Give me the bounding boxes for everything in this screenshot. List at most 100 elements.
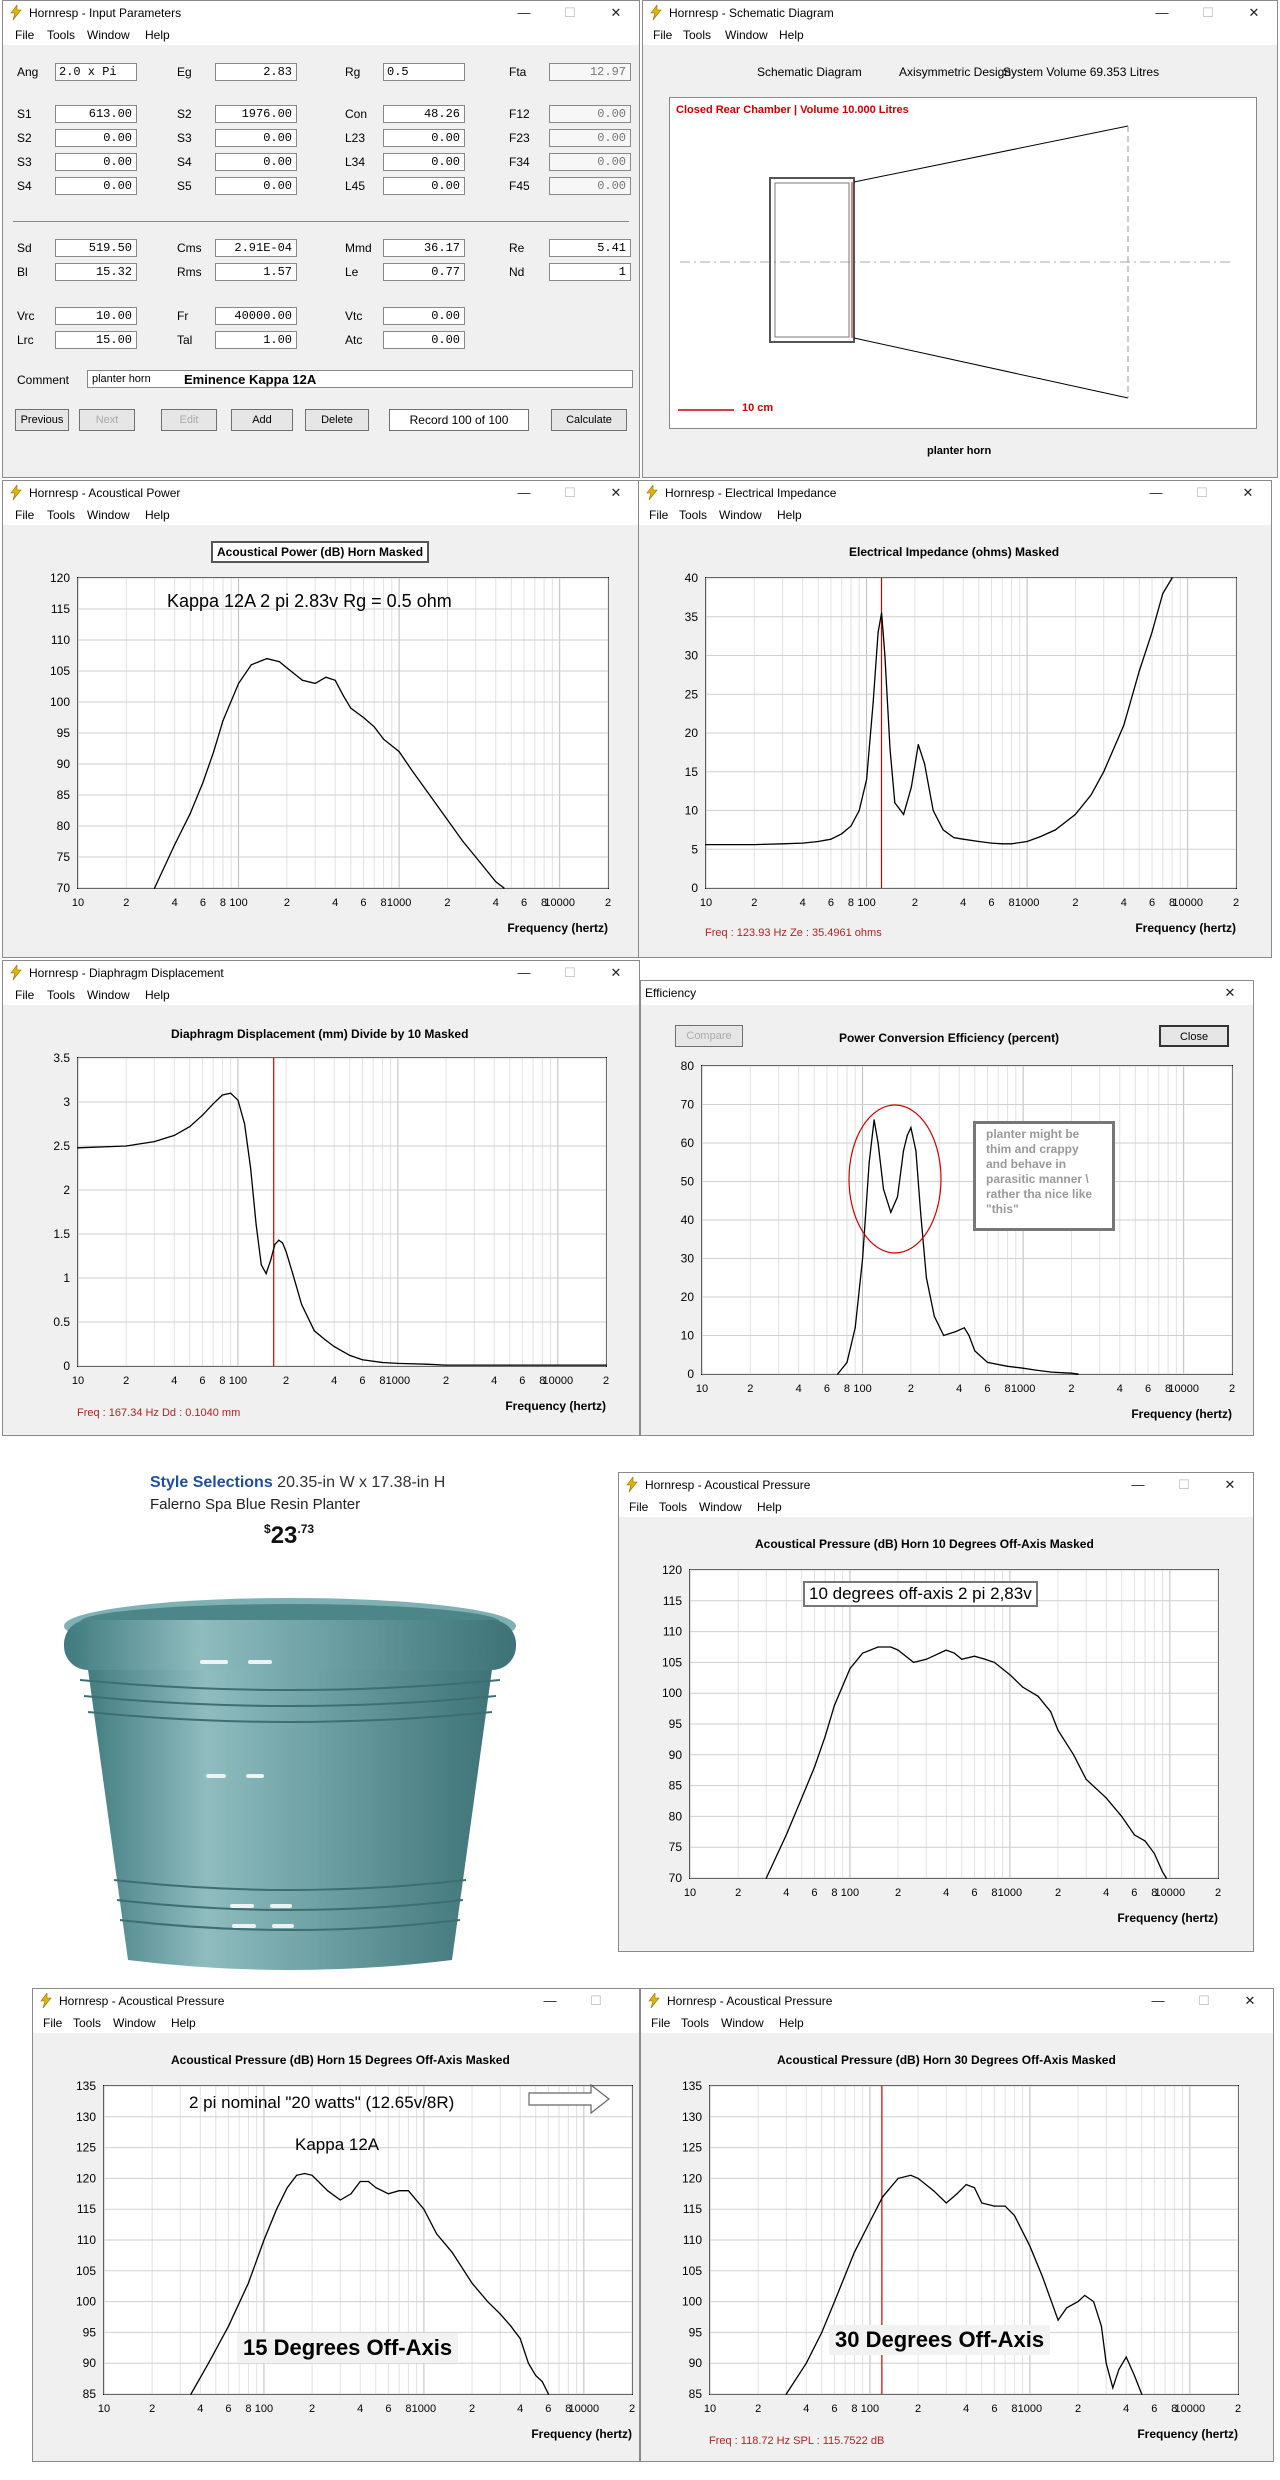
menu-help[interactable]: Help [171,2016,196,2030]
peak-highlight-ellipse [848,1104,942,1254]
menu-help[interactable]: Help [145,508,170,522]
menu-tools[interactable]: Tools [679,508,708,522]
param-field-l34[interactable]: 0.00 [383,153,465,171]
param-field-le[interactable]: 0.77 [383,263,465,281]
param-field-f34[interactable]: 0.00 [549,153,631,171]
menu-window[interactable]: Window [87,988,130,1002]
param-field-s2[interactable]: 0.00 [55,129,137,147]
minimize-icon[interactable]: — [517,5,531,20]
menu-window[interactable]: Window [725,28,768,42]
calculate-button[interactable]: Calculate [551,409,627,431]
title-bar[interactable]: Hornresp - Schematic Diagram — ☐ ✕ [643,1,1277,25]
menu-file[interactable]: File [15,508,35,522]
delete-button[interactable]: Delete [305,409,369,431]
menu-file[interactable]: File [653,28,673,42]
menu-help[interactable]: Help [777,508,802,522]
menu-window[interactable]: Window [699,1500,742,1514]
param-field-fta[interactable]: 12.97 [549,63,631,81]
menu-help[interactable]: Help [757,1500,782,1514]
title-bar[interactable]: Hornresp - Acoustical Pressure — ☐ ✕ [641,1989,1273,2013]
menu-tools[interactable]: Tools [681,2016,710,2030]
param-field-s1[interactable]: 613.00 [55,105,137,123]
title-bar[interactable]: Hornresp - Diaphragm Displacement — ☐ ✕ [3,961,639,985]
param-field-s3[interactable]: 0.00 [215,129,297,147]
param-field-mmd[interactable]: 36.17 [383,239,465,257]
menu-help[interactable]: Help [779,28,804,42]
menu-tools[interactable]: Tools [47,988,76,1002]
param-field-vrc[interactable]: 10.00 [55,307,137,325]
param-field-s4[interactable]: 0.00 [55,177,137,195]
menu-tools[interactable]: Tools [47,28,76,42]
menu-window[interactable]: Window [87,508,130,522]
close-icon[interactable]: ✕ [610,485,622,500]
param-field-tal[interactable]: 1.00 [215,331,297,349]
param-field-s5[interactable]: 0.00 [215,177,297,195]
param-field-l23[interactable]: 0.00 [383,129,465,147]
param-field-s3[interactable]: 0.00 [55,153,137,171]
menu-help[interactable]: Help [779,2016,804,2030]
param-field-f23[interactable]: 0.00 [549,129,631,147]
close-icon[interactable]: ✕ [610,965,622,980]
param-field-re[interactable]: 5.41 [549,239,631,257]
add-button[interactable]: Add [231,409,293,431]
title-bar[interactable]: Hornresp - Acoustical Power — ☐ ✕ [3,481,639,505]
menu-tools[interactable]: Tools [47,508,76,522]
menu-window[interactable]: Window [719,508,762,522]
previous-button[interactable]: Previous [15,409,69,431]
param-field-f45[interactable]: 0.00 [549,177,631,195]
close-icon[interactable]: ✕ [610,5,622,20]
close-icon[interactable]: ✕ [1224,1477,1236,1492]
product-brand[interactable]: Style Selections [150,1474,273,1491]
title-bar[interactable]: Hornresp - Acoustical Pressure — ☐ ✕ [619,1473,1253,1497]
menu-help[interactable]: Help [145,988,170,1002]
title-bar[interactable]: Efficiency ✕ [641,981,1253,1005]
title-bar[interactable]: Hornresp - Input Parameters — ☐ ✕ [3,1,639,25]
param-field-f12[interactable]: 0.00 [549,105,631,123]
param-field-l45[interactable]: 0.00 [383,177,465,195]
param-field-eg[interactable]: 2.83 [215,63,297,81]
menu-file[interactable]: File [43,2016,63,2030]
comment-field[interactable]: planter horn Eminence Kappa 12A [87,370,633,388]
close-icon[interactable]: ✕ [1244,1993,1256,2008]
param-field-atc[interactable]: 0.00 [383,331,465,349]
param-field-s4[interactable]: 0.00 [215,153,297,171]
param-field-fr[interactable]: 40000.00 [215,307,297,325]
param-field-vtc[interactable]: 0.00 [383,307,465,325]
param-field-rg[interactable]: 0.5 [383,63,465,81]
param-field-nd[interactable]: 1 [549,263,631,281]
menu-tools[interactable]: Tools [683,28,712,42]
close-icon[interactable]: ✕ [1248,5,1260,20]
param-field-ang[interactable]: 2.0 x Pi [55,63,137,81]
param-field-rms[interactable]: 1.57 [215,263,297,281]
close-button[interactable]: Close [1159,1025,1229,1047]
menu-window[interactable]: Window [721,2016,764,2030]
minimize-icon[interactable]: — [517,965,531,980]
minimize-icon[interactable]: — [543,1993,557,2008]
menu-window[interactable]: Window [113,2016,156,2030]
title-bar[interactable]: Hornresp - Electrical Impedance — ☐ ✕ [639,481,1271,505]
title-bar[interactable]: Hornresp - Acoustical Pressure — ☐ [33,1989,639,2013]
menu-file[interactable]: File [629,1500,649,1514]
minimize-icon[interactable]: — [1131,1477,1145,1492]
menu-file[interactable]: File [15,988,35,1002]
menu-file[interactable]: File [15,28,35,42]
minimize-icon[interactable]: — [1155,5,1169,20]
param-field-sd[interactable]: 519.50 [55,239,137,257]
data-point [1050,1371,1052,1373]
minimize-icon[interactable]: — [517,485,531,500]
menu-help[interactable]: Help [145,28,170,42]
param-field-lrc[interactable]: 15.00 [55,331,137,349]
menu-tools[interactable]: Tools [73,2016,102,2030]
minimize-icon[interactable]: — [1149,485,1163,500]
param-field-s2[interactable]: 1976.00 [215,105,297,123]
menu-file[interactable]: File [649,508,669,522]
param-field-cms[interactable]: 2.91E-04 [215,239,297,257]
menu-file[interactable]: File [651,2016,671,2030]
menu-window[interactable]: Window [87,28,130,42]
param-field-con[interactable]: 48.26 [383,105,465,123]
close-icon[interactable]: ✕ [1224,985,1236,1000]
minimize-icon[interactable]: — [1151,1993,1165,2008]
menu-tools[interactable]: Tools [659,1500,688,1514]
close-icon[interactable]: ✕ [1242,485,1254,500]
param-field-bl[interactable]: 15.32 [55,263,137,281]
